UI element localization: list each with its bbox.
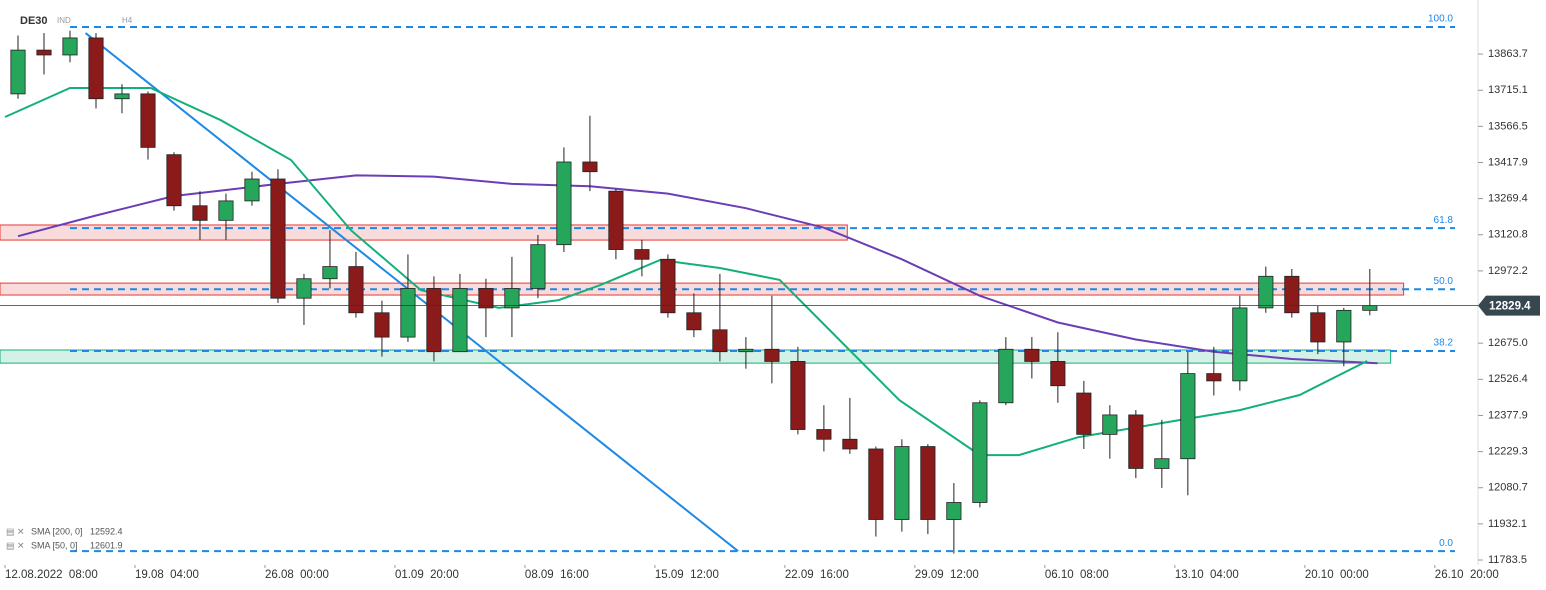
- y-tick-label: 12377.9: [1488, 409, 1528, 421]
- candle-body: [1336, 309, 1352, 343]
- candle-body: [530, 244, 546, 289]
- y-tick-label: 13715.1: [1488, 84, 1528, 96]
- candle-body: [452, 288, 468, 353]
- candle-body: [1102, 414, 1118, 435]
- x-tick-label: 29.09 12:00: [915, 569, 979, 581]
- y-tick-label: 11932.1: [1488, 518, 1527, 530]
- candle-body: [1076, 392, 1092, 435]
- x-tick-label: 19.08 04:00: [135, 569, 199, 581]
- legend-name: SMA [200, 0]: [31, 526, 83, 536]
- candle-body: [1154, 458, 1170, 469]
- x-tick-label: 13.10 04:00: [1175, 569, 1239, 581]
- candle-body: [114, 93, 130, 100]
- market[interactable]: IND: [57, 16, 71, 25]
- price-tag: [1478, 295, 1540, 316]
- legend-value: 12601.9: [90, 540, 123, 550]
- candle-body: [426, 288, 442, 353]
- y-tick-label: 12526.4: [1488, 373, 1528, 385]
- sma-line: [4, 87, 1368, 457]
- candle-body: [1362, 305, 1378, 311]
- x-tick-label: 01.09 20:00: [395, 569, 459, 581]
- candle-body: [946, 502, 962, 520]
- candle-body: [1284, 275, 1300, 314]
- interval[interactable]: H4: [122, 16, 133, 25]
- candle-body: [894, 446, 910, 520]
- candle-body: [608, 190, 624, 250]
- candle-body: [1128, 414, 1144, 469]
- x-tick-label: 12.08.2022 08:00: [5, 569, 98, 581]
- x-tick-label: 26.10 20:00: [1435, 569, 1499, 581]
- sma-line: [17, 174, 1378, 365]
- candle-body: [36, 49, 52, 56]
- candle-body: [686, 312, 702, 331]
- candle-body: [62, 37, 78, 56]
- fib-label: 50.0: [1434, 276, 1454, 287]
- legend-icon: ▤ ✕: [6, 540, 25, 550]
- candle-body: [660, 258, 676, 314]
- candle-body: [1258, 275, 1274, 309]
- fib-label: 0.0: [1439, 538, 1453, 549]
- candle-body: [270, 178, 286, 299]
- candle-body: [972, 402, 988, 503]
- candle-body: [400, 288, 416, 338]
- legend-value: 12592.4: [90, 526, 123, 536]
- y-tick-label: 13417.9: [1488, 156, 1528, 168]
- candle-body: [218, 200, 234, 221]
- zone: [0, 282, 1405, 296]
- candle-body: [10, 49, 26, 95]
- candle-body: [1310, 312, 1326, 343]
- candle-body: [582, 161, 598, 173]
- candle-body: [1050, 361, 1066, 387]
- y-tick-label: 13566.5: [1488, 120, 1528, 132]
- y-tick-label: 11783.5: [1488, 554, 1527, 566]
- candle-body: [998, 348, 1014, 404]
- x-tick-label: 06.10 08:00: [1045, 569, 1109, 581]
- x-tick-label: 20.10 00:00: [1305, 569, 1369, 581]
- candle-body: [1232, 307, 1248, 382]
- y-tick-label: 12229.3: [1488, 445, 1528, 457]
- y-tick-label: 13269.4: [1488, 193, 1528, 205]
- candle-body: [504, 288, 520, 309]
- legend-name: SMA [50, 0]: [31, 540, 78, 550]
- symbol: DE30: [20, 15, 48, 27]
- price-label: 12829.4: [1489, 301, 1531, 313]
- y-tick-label: 12080.7: [1488, 482, 1528, 494]
- candle-body: [478, 288, 494, 309]
- candle-body: [1024, 348, 1040, 362]
- fib-label: 38.2: [1434, 338, 1454, 349]
- y-tick-label: 12675.0: [1488, 337, 1528, 349]
- x-tick-label: 22.09 16:00: [785, 569, 849, 581]
- candle-body: [920, 446, 936, 520]
- candle-body: [166, 154, 182, 207]
- candle-body: [842, 438, 858, 450]
- candle-body: [322, 266, 338, 280]
- y-tick-label: 13863.7: [1488, 48, 1528, 60]
- fib-label: 61.8: [1434, 215, 1454, 226]
- candle-body: [790, 361, 806, 430]
- candle-body: [348, 266, 364, 314]
- candle-body: [556, 161, 572, 246]
- candle-body: [738, 348, 754, 353]
- x-tick-label: 08.09 16:00: [525, 569, 589, 581]
- candle-body: [712, 329, 728, 353]
- candle-body: [296, 278, 312, 299]
- candle-body: [634, 249, 650, 260]
- x-tick-label: 26.08 00:00: [265, 569, 329, 581]
- x-tick-label: 15.09 12:00: [655, 569, 719, 581]
- candle-body: [374, 312, 390, 338]
- candle-body: [192, 205, 208, 221]
- candle-body: [140, 93, 156, 148]
- candle-body: [764, 348, 780, 362]
- candle-body: [1206, 373, 1222, 382]
- candle-body: [88, 37, 104, 100]
- y-tick-label: 13120.8: [1488, 229, 1528, 241]
- candle-body: [1180, 373, 1196, 460]
- candle-body: [816, 429, 832, 440]
- candle-body: [244, 178, 260, 202]
- legend-icon: ▤ ✕: [6, 526, 25, 536]
- candle-body: [868, 448, 884, 520]
- fib-label: 100.0: [1428, 14, 1453, 25]
- y-tick-label: 12972.2: [1488, 265, 1528, 277]
